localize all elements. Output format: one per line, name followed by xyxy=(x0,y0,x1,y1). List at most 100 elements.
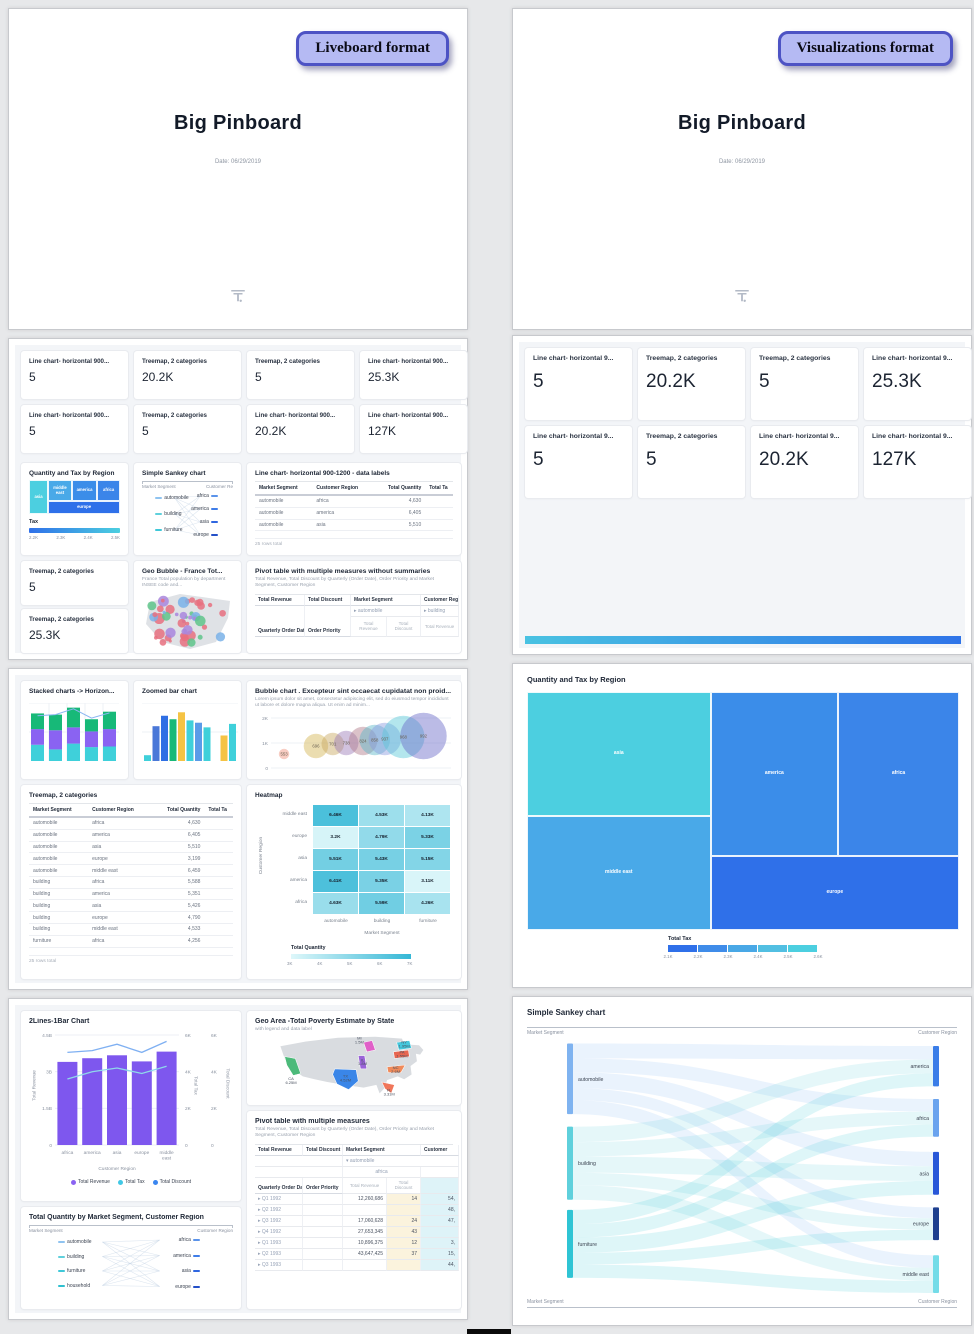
row-label: africa xyxy=(295,900,307,905)
sankey-flows: automobile building furniture america africa… xyxy=(567,1043,939,1293)
sankey-axis-top: Market Segment Customer Region xyxy=(29,1225,233,1233)
axis-label: Customer Region xyxy=(918,1299,957,1305)
kpi-tile: Treemap, 2 categories 20.2K xyxy=(638,348,745,420)
bubbles: 2K 1K 0 553 696 701 738 824 858 937 968 992 xyxy=(262,712,451,772)
tick-label: 2.2K xyxy=(693,954,703,959)
column-label: automobile xyxy=(324,919,348,924)
svg-text:3B: 3B xyxy=(46,1069,52,1075)
tick-label: 3K xyxy=(287,961,293,966)
legend-segment xyxy=(758,945,787,952)
kpi-title: Line chart- horizontal 9... xyxy=(533,433,614,440)
tile-2lines-1bar-chart: 2Lines-1Bar Chart 4.5B 3B 1.5B 0 6K 6K 4K 4K 2K 2… xyxy=(21,1011,241,1201)
pivot-row-label: ▸ Q2 1992 xyxy=(255,1204,303,1216)
tile-simple-sankey-mini: Simple Sankey chart Market Segment Custom… xyxy=(134,463,241,555)
kpi-title: Treemap, 2 categories xyxy=(29,616,95,623)
kpi-title: Line chart- horizontal 9... xyxy=(759,433,840,440)
visualizations-format-badge: Visualizations format xyxy=(777,31,953,66)
liveboard-cover-page: Liveboard format Big Pinboard Date: 06/2… xyxy=(8,8,468,330)
sankey-node-america: america xyxy=(173,1253,201,1259)
kpi-title: Treemap, 2 categories xyxy=(759,355,831,362)
table-row: automobile asia 5,510 xyxy=(29,841,233,854)
column-label: furniture xyxy=(419,919,437,924)
table-row: building america 5,351 xyxy=(29,888,233,901)
pivot-value: 12,260,686 xyxy=(343,1193,387,1205)
tile-title: Geo Bubble - France Tot... xyxy=(142,568,223,575)
tile-quantity-sankey: Total Quantity by Market Segment, Custom… xyxy=(21,1207,241,1309)
kpi-value: 5 xyxy=(29,580,36,594)
color-gradient-bar xyxy=(291,954,411,959)
pivot-row-label: ▸ Q1 1992 xyxy=(255,1193,303,1205)
x-axis-label: Customer Region xyxy=(98,1167,136,1172)
tile-title: Simple Sankey chart xyxy=(142,470,206,477)
kpi-value: 5 xyxy=(646,449,657,470)
svg-text:NC2.6M: NC 2.6M xyxy=(391,1066,400,1074)
combo-plot: 4.5B 3B 1.5B 0 6K 6K 4K 4K 2K 2K 0 0 africa america as… xyxy=(42,1033,218,1162)
sankey-node-automobile: automobile xyxy=(57,1239,92,1245)
tile-pivot-multiple-measures: Pivot table with multiple measures Total… xyxy=(247,1111,461,1309)
svg-text:middle: middle xyxy=(160,1150,174,1156)
tile-title: Bubble chart . Excepteur sint occaecat c… xyxy=(255,688,452,695)
visualizations-page-3: Quantity and Tax by Region asia middle ea… xyxy=(512,663,972,988)
chart-title: Simple Sankey chart xyxy=(527,1008,606,1017)
tile-subtitle: France Total population by department IN… xyxy=(142,577,226,589)
heatmap-chart: middle east 6.46K 4.53K 4.13K europe 3.2K 4.79… xyxy=(255,801,453,973)
column-header: Total Ta xyxy=(204,803,233,818)
column-header: Total Quantity xyxy=(149,803,205,818)
svg-text:america: america xyxy=(84,1150,101,1156)
tick-label: 7K xyxy=(407,961,413,966)
color-gradient-bar xyxy=(668,945,818,952)
tile-title: Stacked charts -> Horizon... xyxy=(29,688,115,695)
tile-zoomed-bar-chart: Zoomed bar chart xyxy=(134,681,241,779)
pivot-measure: Total Discount xyxy=(387,616,421,637)
svg-text:FL3.31M: FL 3.31M xyxy=(384,1089,395,1097)
pivot-row-label: ▸ Q3 1993 xyxy=(255,1259,303,1271)
pivot-value: 3, xyxy=(421,1237,459,1249)
kpi-value: 127K xyxy=(872,449,917,470)
svg-text:992: 992 xyxy=(420,733,428,738)
svg-text:asia: asia xyxy=(113,1150,122,1156)
pivot-row-header: Quarterly Order Date xyxy=(255,605,305,637)
sankey-node-furniture: furniture xyxy=(154,527,183,533)
tile-title: 2Lines-1Bar Chart xyxy=(29,1018,90,1025)
bars xyxy=(142,702,238,761)
tile-geo-bubble-france: Geo Bubble - France Tot... France Total … xyxy=(134,561,241,653)
heatmap-cell: 5.35K xyxy=(359,871,404,892)
table-row: building europe 4,790 xyxy=(29,911,233,925)
column-header: Customer Region xyxy=(312,481,372,496)
column-label: building xyxy=(373,919,391,924)
kpi-title: Treemap, 2 categories xyxy=(142,412,208,419)
kpi-value: 5 xyxy=(255,370,262,384)
kpi-tile: Line chart- horizontal 9... 5 xyxy=(525,348,632,420)
tile-title: Quantity and Tax by Region xyxy=(29,470,115,477)
table-row: automobile america 6,405 xyxy=(29,829,233,842)
pivot-header: Total Revenue xyxy=(255,594,305,606)
pivot-header: Customer Region xyxy=(421,594,459,606)
heatmap-cell: 4.53K xyxy=(359,805,404,826)
sankey-node-household: household xyxy=(57,1283,90,1289)
kpi-tile: Treemap, 2 categories 5 xyxy=(21,561,128,605)
tick-label: 2.1K xyxy=(663,954,673,959)
y-axis-label: Total Discount xyxy=(224,1068,230,1099)
pivot-value: 47, xyxy=(421,1215,459,1227)
kpi-value: 20.2K xyxy=(255,424,287,438)
pivot-header: Total Discount xyxy=(303,1144,343,1156)
sankey-flows xyxy=(102,1239,160,1287)
pivot-value: 43 xyxy=(387,1226,421,1238)
tile-stacked-charts: Stacked charts -> Horizon... xyxy=(21,681,128,779)
svg-text:6K: 6K xyxy=(211,1033,218,1039)
table-row: building africa 5,588 xyxy=(29,876,233,889)
heatmap-cell: 4.63K xyxy=(313,893,358,914)
heatmap-cell: 4.79K xyxy=(359,827,404,848)
table-row: furniture africa 4,256 xyxy=(29,935,233,948)
kpi-value: 25.3K xyxy=(368,370,400,384)
thoughtspot-logo-icon xyxy=(231,290,245,302)
kpi-value: 20.2K xyxy=(142,370,174,384)
pivot-value xyxy=(343,1259,387,1271)
chart-title: Quantity and Tax by Region xyxy=(527,675,626,684)
treemap-node-america: america xyxy=(710,692,839,857)
kpi-tile: Line chart- horizontal 9... 20.2K xyxy=(751,426,858,498)
table-row: automobile america 6,405 xyxy=(255,507,453,520)
axis-label: Market Segment xyxy=(527,1030,564,1036)
kpi-title: Treemap, 2 categories xyxy=(255,358,321,365)
kpi-tile: Line chart- horizontal 9... 25.3K xyxy=(864,348,971,420)
